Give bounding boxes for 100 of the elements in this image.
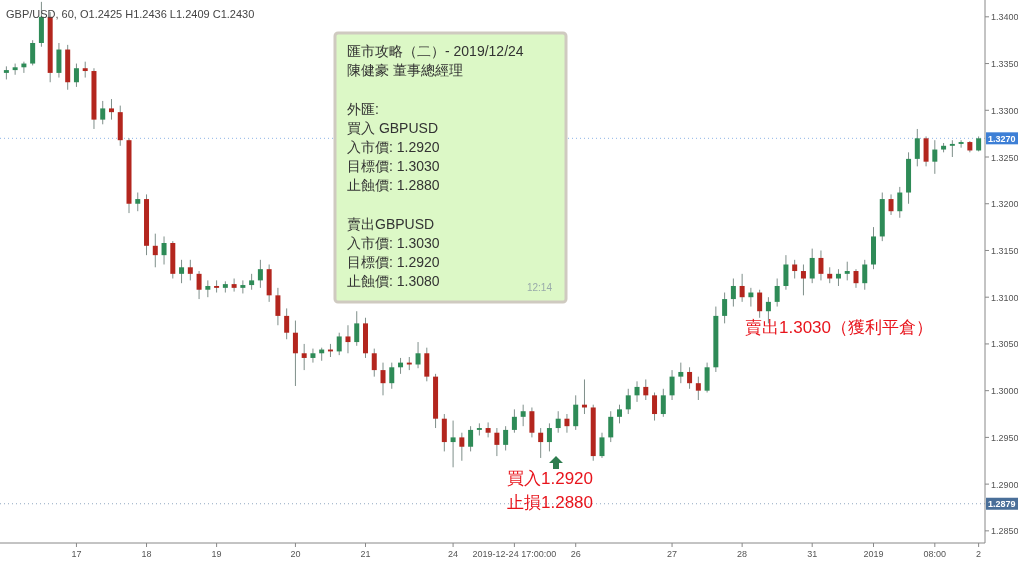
candlestick [389, 362, 395, 390]
candlestick [476, 422, 482, 437]
annotation: 買入 GBPUSD [347, 119, 439, 136]
candlestick [564, 413, 570, 434]
candlestick [468, 425, 474, 452]
candlestick [56, 42, 62, 79]
x-tick-label: 31 [807, 549, 818, 559]
candlestick [415, 341, 421, 369]
x-tick-label: 26 [570, 549, 581, 559]
x-tick-label: 08:00 [923, 549, 947, 559]
candlestick [494, 427, 500, 457]
candlestick [853, 268, 859, 289]
y-tick-label: 1.3400 [991, 12, 1018, 23]
y-tick-label: 1.3050 [991, 339, 1018, 350]
y-tick-label: 1.3150 [991, 245, 1018, 256]
candlestick [240, 279, 246, 294]
candlestick [625, 388, 631, 415]
annotation: 入市價: 1.3030 [347, 235, 440, 251]
candlestick [380, 362, 386, 396]
x-tick-label: 2019 [863, 549, 884, 559]
candlestick [30, 39, 36, 66]
candlestick [573, 394, 579, 431]
candlestick [214, 279, 220, 294]
candlestick [100, 100, 106, 125]
x-tick-label: 24 [448, 549, 459, 559]
annotation: 12:14 [526, 282, 553, 293]
candlestick [608, 410, 614, 443]
annotation: 目標價: 1.2920 [347, 254, 440, 271]
candlestick [546, 422, 552, 452]
y-tick-label: 1.3200 [991, 199, 1018, 210]
candlestick [459, 432, 465, 462]
candlestick [179, 259, 185, 284]
candlestick [135, 192, 141, 212]
y-tick-label: 1.3350 [991, 59, 1018, 70]
candlestick [844, 261, 850, 281]
candlestick [914, 128, 920, 167]
candlestick [730, 278, 736, 308]
candlestick [774, 278, 780, 308]
candlestick [354, 310, 360, 347]
candlestick [678, 362, 684, 384]
y-tick-label: 1.2950 [991, 432, 1018, 443]
candlestick [652, 392, 658, 422]
candlestick [336, 332, 342, 356]
x-tick-label: 27 [667, 549, 678, 559]
candlestick [301, 343, 307, 371]
candlestick [783, 254, 789, 291]
candlestick [511, 408, 517, 434]
candlestick [687, 366, 693, 390]
candlestick [722, 292, 728, 324]
candlestick [888, 193, 894, 216]
candlestick [958, 139, 964, 149]
y-tick-label: 1.2850 [991, 526, 1018, 537]
candlestick [371, 348, 377, 378]
ref-line-label: 1.3270 [988, 133, 1016, 144]
candlestick [187, 259, 193, 281]
candlestick [485, 421, 491, 438]
candlestick [520, 404, 526, 427]
annotation: 賣出GBPUSD [347, 215, 435, 232]
candlestick [923, 135, 929, 167]
candlestick [12, 63, 18, 76]
candlestick [196, 270, 202, 300]
candlestick [450, 420, 456, 468]
y-tick-label: 1.3250 [991, 152, 1018, 163]
candlestick [792, 259, 798, 280]
candlestick [739, 273, 745, 303]
x-tick-label: 19 [211, 549, 222, 559]
candlestick [555, 410, 561, 434]
candlestick [161, 235, 167, 265]
candlestick [292, 320, 298, 387]
candlestick [643, 378, 649, 401]
candlestick [529, 406, 535, 438]
x-tick-label: 21 [360, 549, 371, 559]
candlestick [897, 186, 903, 219]
candlestick [660, 388, 666, 418]
candlestick [669, 369, 675, 401]
y-tick-label: 1.3300 [991, 105, 1018, 116]
x-tick-label: 17 [71, 549, 82, 559]
candlestick [932, 139, 938, 175]
candlestick [441, 413, 447, 452]
candlestick [695, 376, 701, 401]
annotation: 匯市攻略（二）- 2019/12/24 [347, 43, 524, 59]
annotation: 買入1.2920 [507, 469, 593, 488]
x-tick-label: 2019-12-24 17:00:00 [472, 549, 557, 559]
x-tick-label: 2 [976, 549, 982, 559]
candlestick [599, 432, 605, 459]
candlestick [818, 249, 824, 281]
annotation: 止蝕價: 1.3080 [347, 273, 440, 290]
candlestick [275, 287, 281, 326]
candlestick [634, 380, 640, 403]
candlestick [345, 324, 351, 354]
candlestick [424, 347, 430, 382]
candlestick [757, 289, 763, 319]
candlestick [538, 427, 544, 459]
x-tick-label: 20 [290, 549, 301, 559]
candlestick [73, 63, 79, 88]
candlestick [503, 425, 509, 451]
annotation: 目標價: 1.3030 [347, 158, 440, 175]
candlestick [284, 307, 290, 340]
annotation: 外匯: [347, 100, 379, 117]
candlestick [617, 404, 622, 424]
